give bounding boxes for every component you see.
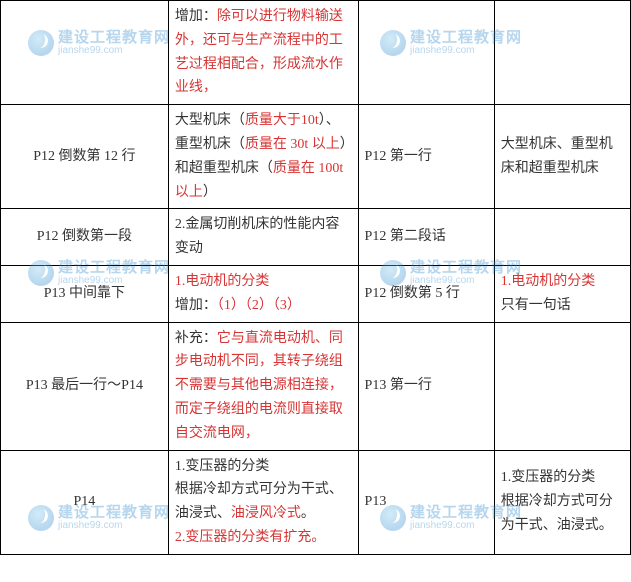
cell-content-new: 1.电动机的分类增加：（1）（2）（3）: [168, 265, 358, 322]
table-row: P12 倒数第一段2.金属切削机床的性能内容变动P12 第二段话: [1, 209, 631, 266]
cell-location-new: P12 倒数第 12 行: [1, 105, 169, 209]
cell-content-old: 1.变压器的分类根据冷却方式可分为干式、油浸式。: [494, 450, 630, 554]
table-row: 增加：除可以进行物料输送外，还可与生产流程中的工艺过程相配合，形成流水作业线，: [1, 1, 631, 105]
cell-location-old: P12 倒数第 5 行: [358, 265, 494, 322]
table-row: P141.变压器的分类根据冷却方式可分为干式、油浸式、油浸风冷式。2.变压器的分…: [1, 450, 631, 554]
cell-location-new: P13 中间靠下: [1, 265, 169, 322]
cell-content-new: 增加：除可以进行物料输送外，还可与生产流程中的工艺过程相配合，形成流水作业线，: [168, 1, 358, 105]
cell-location-new: P13 最后一行～P14: [1, 322, 169, 450]
cell-content-old: 1.电动机的分类只有一句话: [494, 265, 630, 322]
cell-content-new: 2.金属切削机床的性能内容变动: [168, 209, 358, 266]
cell-location-old: [358, 1, 494, 105]
comparison-table: 增加：除可以进行物料输送外，还可与生产流程中的工艺过程相配合，形成流水作业线，P…: [0, 0, 631, 555]
cell-content-old: 大型机床、重型机床和超重型机床: [494, 105, 630, 209]
cell-content-old: [494, 322, 630, 450]
cell-content-new: 1.变压器的分类根据冷却方式可分为干式、油浸式、油浸风冷式。2.变压器的分类有扩…: [168, 450, 358, 554]
cell-location-old: P12 第一行: [358, 105, 494, 209]
table-row: P12 倒数第 12 行大型机床（质量大于10t）、重型机床（质量在 30t 以…: [1, 105, 631, 209]
cell-location-old: P13: [358, 450, 494, 554]
cell-content-old: [494, 209, 630, 266]
cell-content-new: 补充：它与直流电动机、同步电动机不同，其转子绕组不需要与其他电源相连接，而定子绕…: [168, 322, 358, 450]
cell-location-new: P14: [1, 450, 169, 554]
cell-content-new: 大型机床（质量大于10t）、重型机床（质量在 30t 以上）和超重型机床（质量在…: [168, 105, 358, 209]
table-row: P13 最后一行～P14补充：它与直流电动机、同步电动机不同，其转子绕组不需要与…: [1, 322, 631, 450]
cell-content-old: [494, 1, 630, 105]
cell-location-new: [1, 1, 169, 105]
cell-location-old: P13 第一行: [358, 322, 494, 450]
cell-location-new: P12 倒数第一段: [1, 209, 169, 266]
cell-location-old: P12 第二段话: [358, 209, 494, 266]
table-row: P13 中间靠下1.电动机的分类增加：（1）（2）（3）P12 倒数第 5 行1…: [1, 265, 631, 322]
